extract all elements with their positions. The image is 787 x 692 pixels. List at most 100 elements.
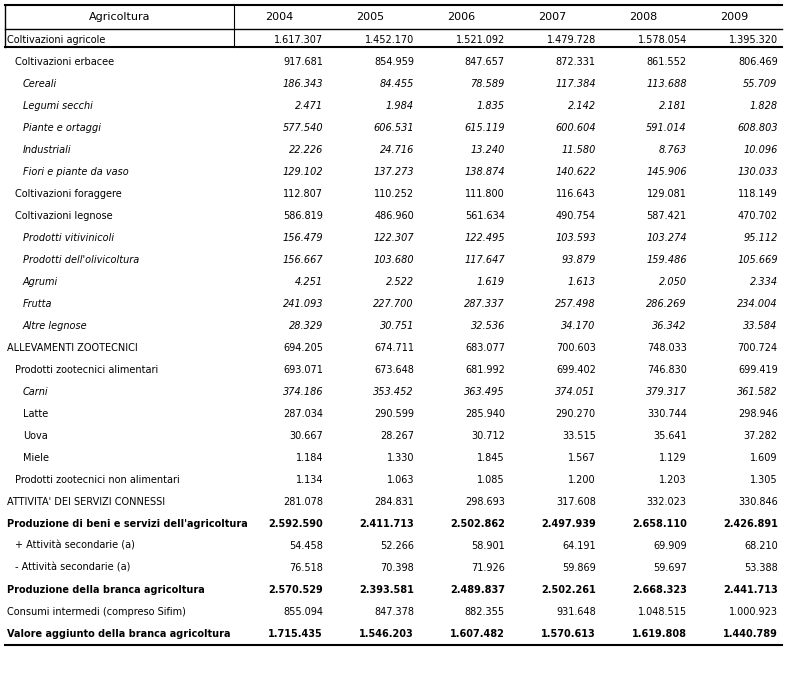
Text: 374.186: 374.186	[283, 387, 323, 397]
Text: 1.619.808: 1.619.808	[632, 629, 687, 639]
Text: 137.273: 137.273	[373, 167, 414, 177]
Text: Produzione di beni e servizi dell'agricoltura: Produzione di beni e servizi dell'agrico…	[7, 519, 248, 529]
Text: 746.830: 746.830	[647, 365, 687, 375]
Text: 353.452: 353.452	[373, 387, 414, 397]
Text: 1.828: 1.828	[749, 101, 778, 111]
Text: 683.077: 683.077	[465, 343, 505, 353]
Text: 606.531: 606.531	[373, 123, 414, 133]
Text: 1.085: 1.085	[478, 475, 505, 485]
Text: 699.419: 699.419	[738, 365, 778, 375]
Text: 1.479.728: 1.479.728	[547, 35, 596, 45]
Text: 1.845: 1.845	[478, 453, 505, 463]
Text: 332.023: 332.023	[647, 497, 687, 507]
Text: 290.599: 290.599	[374, 409, 414, 419]
Text: 118.149: 118.149	[738, 189, 778, 199]
Text: 374.051: 374.051	[555, 387, 596, 397]
Text: ALLEVAMENTI ZOOTECNICI: ALLEVAMENTI ZOOTECNICI	[7, 343, 138, 353]
Text: 281.078: 281.078	[283, 497, 323, 507]
Text: 1.619: 1.619	[477, 277, 505, 287]
Text: 1.617.307: 1.617.307	[274, 35, 323, 45]
Text: 681.992: 681.992	[465, 365, 505, 375]
Text: 693.071: 693.071	[283, 365, 323, 375]
Text: 1.835: 1.835	[477, 101, 505, 111]
Text: 847.378: 847.378	[374, 607, 414, 617]
Text: 93.879: 93.879	[561, 255, 596, 265]
Text: 2008: 2008	[629, 12, 657, 22]
Text: 298.946: 298.946	[737, 409, 778, 419]
Text: Piante e ortaggi: Piante e ortaggi	[23, 123, 101, 133]
Text: 700.724: 700.724	[737, 343, 778, 353]
Text: 2007: 2007	[538, 12, 567, 22]
Text: + Attività secondarie (a): + Attività secondarie (a)	[15, 541, 135, 551]
Text: Prodotti zootecnici alimentari: Prodotti zootecnici alimentari	[15, 365, 158, 375]
Text: 470.702: 470.702	[737, 211, 778, 221]
Text: 608.803: 608.803	[737, 123, 778, 133]
Text: 103.274: 103.274	[646, 233, 687, 243]
Text: 700.603: 700.603	[556, 343, 596, 353]
Text: 84.455: 84.455	[379, 79, 414, 89]
Text: 2009: 2009	[720, 12, 748, 22]
Text: 59.697: 59.697	[653, 563, 687, 573]
Text: - Attività secondarie (a): - Attività secondarie (a)	[15, 563, 131, 573]
Text: 847.657: 847.657	[465, 57, 505, 67]
Text: 854.959: 854.959	[374, 57, 414, 67]
Text: 1.546.203: 1.546.203	[360, 629, 414, 639]
Text: 71.926: 71.926	[471, 563, 505, 573]
Text: 8.763: 8.763	[659, 145, 687, 155]
Text: Produzione della branca agricoltura: Produzione della branca agricoltura	[7, 585, 205, 595]
Text: 872.331: 872.331	[556, 57, 596, 67]
Text: 1.305: 1.305	[750, 475, 778, 485]
Text: 1.134: 1.134	[296, 475, 323, 485]
Text: 34.170: 34.170	[561, 321, 596, 331]
Text: 290.270: 290.270	[556, 409, 596, 419]
Text: 287.034: 287.034	[283, 409, 323, 419]
Text: 113.688: 113.688	[646, 79, 687, 89]
Text: Coltivazioni legnose: Coltivazioni legnose	[15, 211, 113, 221]
Text: 1.607.482: 1.607.482	[450, 629, 505, 639]
Text: 2006: 2006	[448, 12, 475, 22]
Text: 615.119: 615.119	[464, 123, 505, 133]
Text: 24.716: 24.716	[379, 145, 414, 155]
Text: Altre legnose: Altre legnose	[23, 321, 87, 331]
Text: 129.081: 129.081	[647, 189, 687, 199]
Text: 586.819: 586.819	[283, 211, 323, 221]
Text: 1.609: 1.609	[750, 453, 778, 463]
Text: Fiori e piante da vaso: Fiori e piante da vaso	[23, 167, 129, 177]
Text: 1.578.054: 1.578.054	[637, 35, 687, 45]
Text: 103.680: 103.680	[373, 255, 414, 265]
Text: 111.800: 111.800	[465, 189, 505, 199]
Text: 145.906: 145.906	[646, 167, 687, 177]
Text: 2.441.713: 2.441.713	[723, 585, 778, 595]
Text: 284.831: 284.831	[374, 497, 414, 507]
Text: 159.486: 159.486	[646, 255, 687, 265]
Text: 2.658.110: 2.658.110	[632, 519, 687, 529]
Text: 13.240: 13.240	[471, 145, 505, 155]
Text: 37.282: 37.282	[744, 431, 778, 441]
Text: 2.393.581: 2.393.581	[359, 585, 414, 595]
Text: 1.200: 1.200	[568, 475, 596, 485]
Text: Carni: Carni	[23, 387, 49, 397]
Text: 1.440.789: 1.440.789	[722, 629, 778, 639]
Text: 64.191: 64.191	[562, 541, 596, 551]
Text: 330.744: 330.744	[647, 409, 687, 419]
Text: 363.495: 363.495	[464, 387, 505, 397]
Text: 36.342: 36.342	[652, 321, 687, 331]
Text: 156.667: 156.667	[283, 255, 323, 265]
Text: Agrumi: Agrumi	[23, 277, 58, 287]
Text: 32.536: 32.536	[471, 321, 505, 331]
Text: 140.622: 140.622	[555, 167, 596, 177]
Text: 2.502.261: 2.502.261	[541, 585, 596, 595]
Text: 317.608: 317.608	[556, 497, 596, 507]
Text: 129.102: 129.102	[283, 167, 323, 177]
Text: 2.502.862: 2.502.862	[450, 519, 505, 529]
Text: 4.251: 4.251	[295, 277, 323, 287]
Text: 30.667: 30.667	[290, 431, 323, 441]
Text: Prodotti zootecnici non alimentari: Prodotti zootecnici non alimentari	[15, 475, 179, 485]
Text: 1.000.923: 1.000.923	[729, 607, 778, 617]
Text: 54.458: 54.458	[290, 541, 323, 551]
Text: 156.479: 156.479	[283, 233, 323, 243]
Text: 52.266: 52.266	[380, 541, 414, 551]
Text: 285.940: 285.940	[465, 409, 505, 419]
Text: 30.751: 30.751	[379, 321, 414, 331]
Text: 1.613: 1.613	[567, 277, 596, 287]
